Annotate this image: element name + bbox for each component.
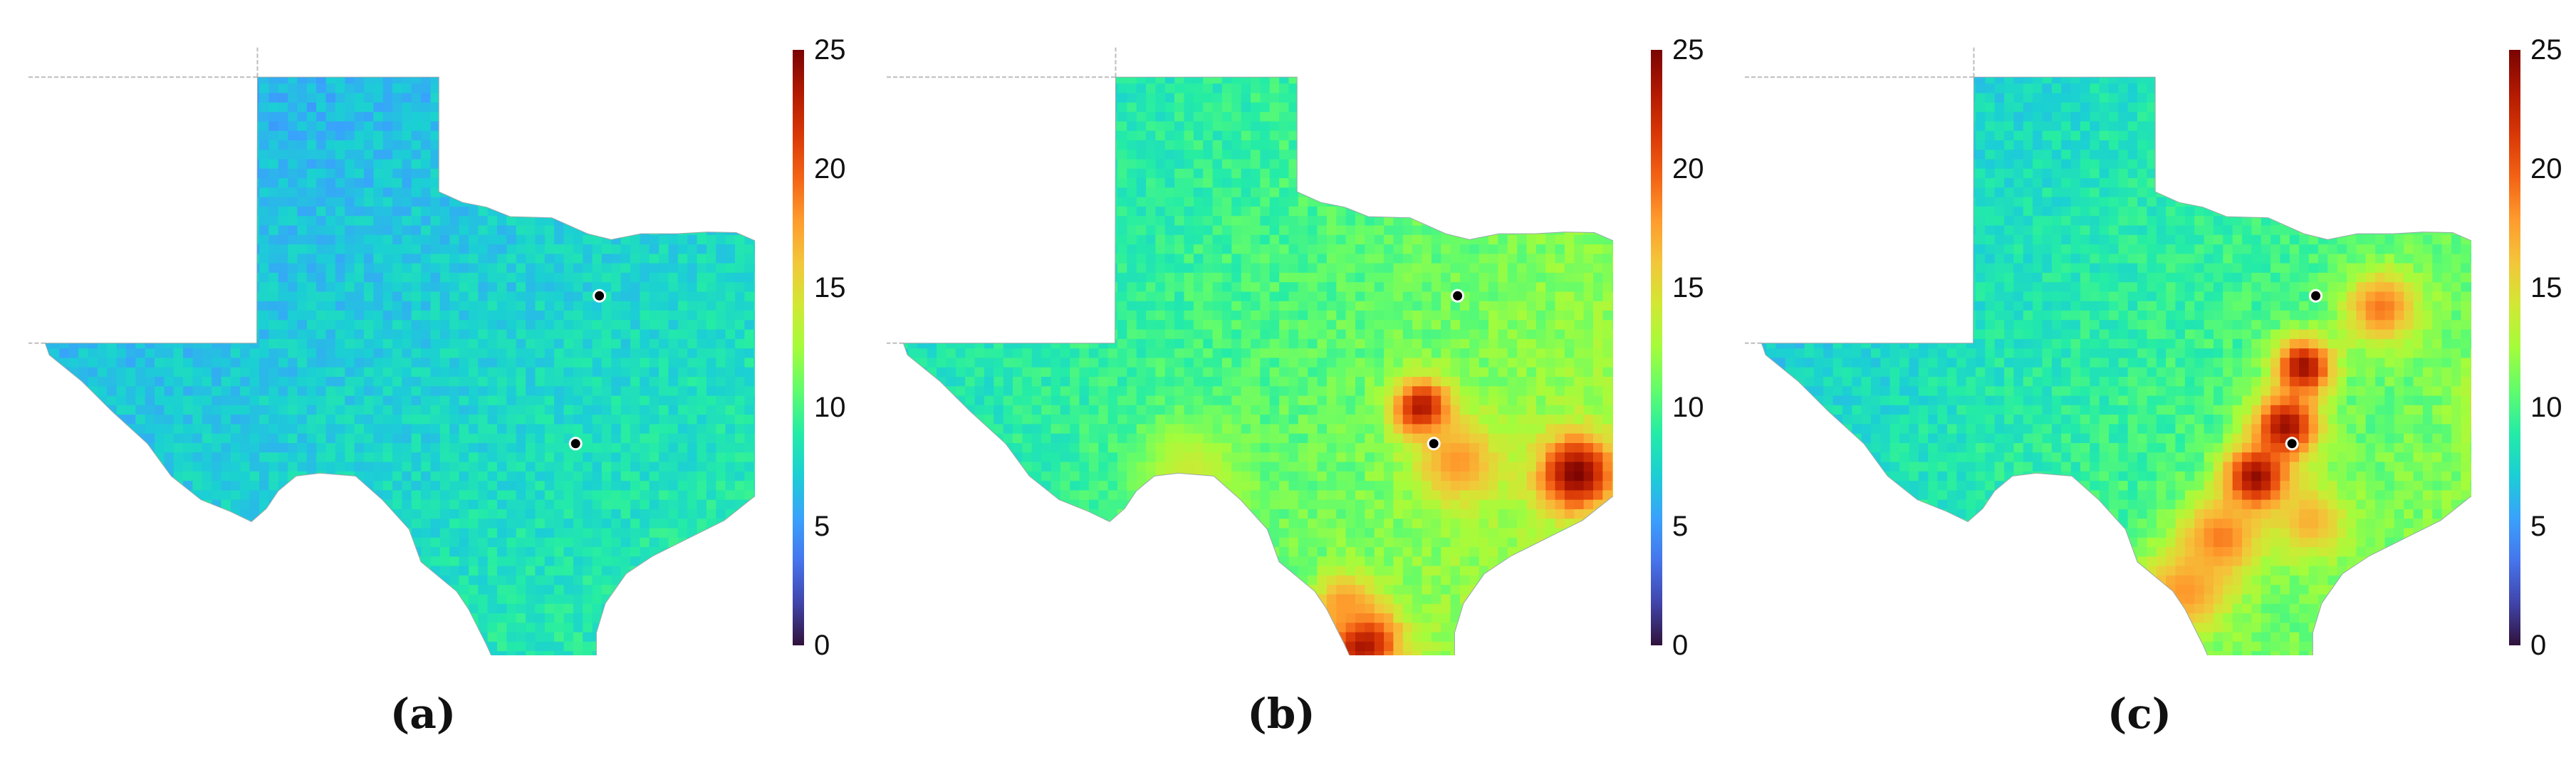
city-marker-central xyxy=(1427,437,1441,451)
texas-outline xyxy=(1761,76,2471,655)
heatmap-cells xyxy=(1761,77,2471,655)
map-panel-c: (c) 0 5 10 15 20 25 xyxy=(1716,0,2575,770)
texas-outline xyxy=(44,76,755,655)
colorbar-tick-label: 0 xyxy=(1672,630,1689,661)
panel-caption-a: (a) xyxy=(390,690,457,738)
texas-map-b xyxy=(887,47,1613,655)
colorbar-c xyxy=(2509,50,2520,645)
colorbar-tick-label: 0 xyxy=(2530,630,2547,661)
colorbar-tick-label: 20 xyxy=(814,153,846,185)
colorbar-tick-label: 15 xyxy=(2530,272,2562,304)
texas-map-a xyxy=(28,47,755,655)
map-panel-a: (a) 0 5 10 15 20 25 xyxy=(0,0,858,770)
colorbar-tick-label: 25 xyxy=(1672,34,1704,66)
panel-caption-c: (c) xyxy=(2107,690,2172,738)
state-borders xyxy=(1745,47,1975,344)
state-borders xyxy=(887,47,1117,344)
colorbar-tick-label: 25 xyxy=(814,34,846,66)
state-borders xyxy=(28,47,259,344)
colorbar-tick-label: 5 xyxy=(1672,510,1689,542)
map-panel-b: (b) 0 5 10 15 20 25 xyxy=(858,0,1716,770)
city-marker-north xyxy=(2309,288,2323,303)
texas-map-c xyxy=(1745,47,2471,655)
colorbar-tick-label: 10 xyxy=(1672,391,1704,423)
city-marker-north xyxy=(593,288,607,303)
colorbar-tick-label: 20 xyxy=(2530,153,2562,185)
colorbar-tick-label: 20 xyxy=(1672,153,1704,185)
texas-outline xyxy=(902,76,1613,655)
colorbar-tick-label: 15 xyxy=(814,272,846,304)
heatmap-cells xyxy=(903,77,1613,655)
colorbar-a xyxy=(793,50,804,645)
colorbar-tick-label: 0 xyxy=(814,630,830,661)
colorbar-tick-label: 10 xyxy=(814,391,846,423)
city-marker-central xyxy=(2285,437,2299,451)
colorbar-b xyxy=(1651,50,1662,645)
panel-caption-b: (b) xyxy=(1247,690,1315,738)
city-marker-north xyxy=(1451,288,1465,303)
colorbar-tick-label: 10 xyxy=(2530,391,2562,423)
colorbar-tick-label: 5 xyxy=(814,510,830,542)
colorbar-tick-label: 15 xyxy=(1672,272,1704,304)
colorbar-tick-label: 5 xyxy=(2530,510,2547,542)
colorbar-tick-label: 25 xyxy=(2530,34,2562,66)
heatmap-cells xyxy=(45,77,755,655)
city-marker-central xyxy=(568,437,583,451)
